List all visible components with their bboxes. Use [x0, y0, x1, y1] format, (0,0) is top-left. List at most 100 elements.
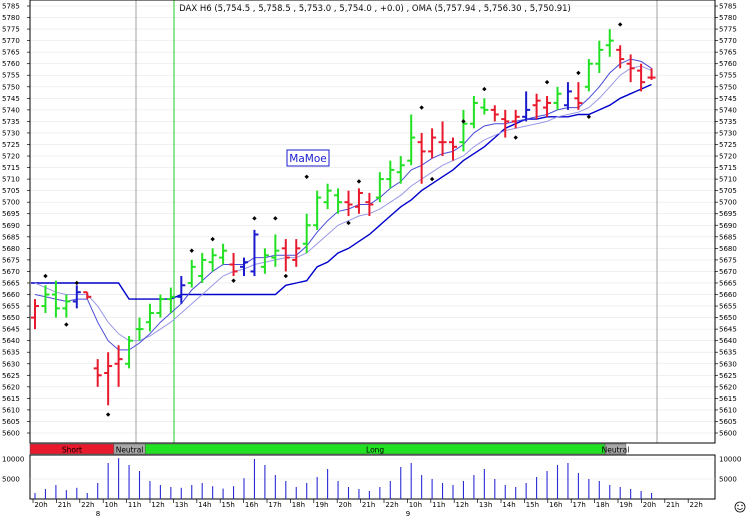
ohlc-bar	[647, 68, 656, 80]
y-tick-label-left: 5695	[2, 210, 20, 218]
y-tick-label-left: 5665	[2, 279, 20, 287]
signal-dot	[283, 273, 288, 279]
volume-tick-label-right: 5000	[719, 476, 737, 484]
x-hour-label: 19h	[619, 501, 632, 509]
y-tick-label-left: 5765	[2, 49, 20, 57]
x-hour-label: 10h	[409, 501, 422, 509]
regime-label: Neutral	[602, 445, 630, 454]
trailing-stop-line	[31, 83, 652, 300]
ohlc-bar	[250, 229, 259, 277]
y-tick-label-right: 5750	[719, 83, 737, 91]
volume-bars	[34, 458, 653, 499]
x-hour-label: 22h	[690, 501, 703, 509]
y-tick-label-left: 5735	[2, 118, 20, 126]
signal-dot	[618, 22, 623, 27]
y-tick-label-right: 5725	[719, 141, 737, 149]
ohlc-bar	[616, 45, 625, 69]
x-hour-label: 14h	[502, 501, 515, 509]
ohlc-bar	[637, 63, 646, 92]
y-tick-label-left: 5615	[2, 395, 20, 403]
regime-label: Neutral	[116, 445, 144, 454]
y-tick-label-right: 5780	[719, 14, 737, 22]
x-hour-label: 15h	[222, 501, 235, 509]
regime-segment: Neutral	[602, 443, 630, 454]
y-tick-label-right: 5635	[719, 349, 737, 357]
y-tick-label-left: 5700	[2, 199, 20, 207]
y-tick-label-left: 5685	[2, 233, 20, 241]
ohlc-bar	[313, 190, 322, 230]
y-tick-label-right: 5625	[719, 372, 737, 380]
x-hour-label: 22h	[81, 501, 94, 509]
regime-segment: Neutral	[113, 443, 146, 454]
y-tick-label-right: 5655	[719, 303, 737, 311]
y-tick-label-right: 5775	[719, 26, 737, 34]
y-tick-label-right: 5680	[719, 245, 737, 253]
y-tick-label-right: 5695	[719, 210, 737, 218]
regime-bar: Short Neutral Long Neutral	[29, 443, 630, 454]
x-hour-label: 20h	[339, 501, 352, 509]
ohlc-bar	[323, 183, 332, 210]
y-tick-label-left: 5645	[2, 326, 20, 334]
ohlc-bar	[93, 359, 102, 387]
signal-dot	[189, 248, 194, 253]
time-axis: 20h 21h 22h 10h 11h 12h 13h 14h 15h 16h 17h 18h 19h 2…	[32, 499, 703, 518]
y-tick-label-right: 5665	[719, 279, 737, 287]
regime-label: Long	[366, 445, 384, 454]
x-hour-label: 17h	[268, 501, 281, 509]
volume-tick-label-left: 5000	[2, 476, 20, 484]
signal-dot	[273, 216, 278, 221]
signal-dot	[356, 179, 362, 184]
y-tick-label-right: 5700	[719, 199, 737, 207]
ohlc-bar	[417, 132, 426, 184]
ohlc-bar	[396, 156, 405, 184]
oma-fast-line	[34, 58, 652, 351]
x-hour-label: 18h	[292, 501, 305, 509]
signal-dot	[586, 114, 592, 119]
x-hour-label: 21h	[58, 501, 71, 509]
regime-label: Short	[62, 445, 82, 454]
ohlc-bar	[125, 336, 134, 369]
signal-dot	[544, 79, 550, 85]
y-tick-label-right: 5765	[719, 49, 737, 57]
y-tick-label-left: 5690	[2, 222, 20, 230]
mamoe-label: MaMoe	[286, 149, 330, 167]
x-hour-label: 17h	[573, 501, 586, 509]
y-tick-label-left: 5770	[2, 37, 20, 45]
ohlc-bar	[553, 86, 562, 110]
y-tick-label-left: 5715	[2, 164, 20, 172]
y-tick-label-right: 5610	[719, 406, 737, 414]
ohlc-bar	[574, 82, 583, 110]
volume-panel-frame	[29, 454, 716, 500]
y-tick-label-left: 5680	[2, 245, 20, 253]
oma-slow-line	[34, 65, 652, 342]
y-tick-label-right: 5690	[719, 222, 737, 230]
y-tick-label-left: 5780	[2, 14, 20, 22]
ohlc-bar	[114, 345, 123, 387]
ohlc-bar	[145, 303, 154, 332]
ohlc-bar	[605, 29, 614, 57]
x-day-label: 9	[406, 510, 410, 518]
y-tick-label-left: 5630	[2, 360, 20, 368]
y-tick-label-left: 5670	[2, 268, 20, 276]
annotation-text: MaMoe	[289, 153, 326, 165]
chart-title: DAX H6 (5,754.5 , 5,758.5 , 5,753.0 , 5,…	[179, 4, 571, 14]
smiley-icon[interactable]	[734, 501, 746, 513]
ohlc-bar	[459, 109, 468, 152]
signal-dot	[43, 273, 48, 279]
signal-dot	[482, 86, 487, 92]
y-tick-label-right: 5670	[719, 268, 737, 276]
y-tick-label-right: 5785	[719, 3, 737, 11]
y-tick-label-right: 5685	[719, 233, 737, 241]
ohlc-bar	[187, 259, 196, 288]
x-hour-label: 16h	[549, 501, 562, 509]
ohlc-bar	[480, 98, 489, 115]
ohlc-bar	[449, 137, 457, 161]
ohlc-bar	[344, 190, 353, 217]
x-hour-label: 12h	[456, 501, 469, 509]
ohlc-bar	[595, 40, 604, 73]
ohlc-bar	[72, 285, 81, 309]
y-tick-label-right: 5730	[719, 129, 737, 137]
signal-dot	[231, 278, 236, 283]
ohlc-bar	[229, 252, 238, 277]
